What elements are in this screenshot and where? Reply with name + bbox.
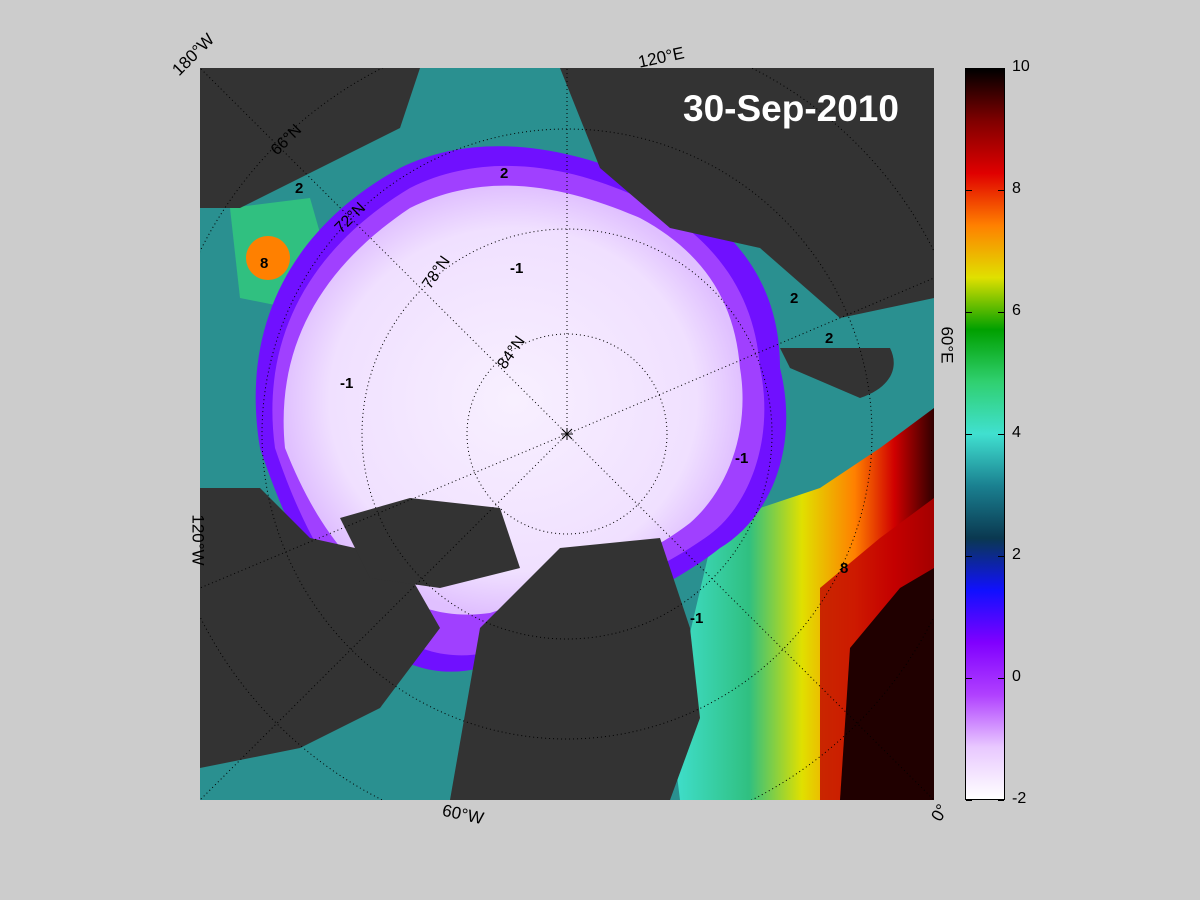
colorbar-tick: [966, 434, 972, 435]
contour-label: 2: [825, 330, 833, 347]
contour-label: -1: [340, 375, 353, 392]
colorbar-tick-label: 6: [1012, 302, 1021, 319]
colorbar-tick-label: -2: [1012, 790, 1027, 807]
colorbar-tick-label: 10: [1012, 58, 1030, 75]
contour-label: 2: [500, 165, 508, 182]
greenland-land: [450, 538, 700, 800]
contour-label: -1: [690, 610, 703, 627]
contour-labels: 2 2 2 2 -1 -1 -1 -1 8 8: [260, 165, 848, 627]
colorbar-tick-label: 0: [1012, 668, 1021, 685]
colorbar-tick-label: 2: [1012, 546, 1021, 563]
contour-label: 8: [260, 255, 268, 272]
colorbar-tick: [998, 68, 1004, 69]
map-svg: 66°N 72°N 78°N 84°N 2 2 2 2 -1 -1 -1 -1 …: [200, 68, 934, 800]
hottest-region: [840, 568, 934, 800]
colorbar-tick: [998, 678, 1004, 679]
alaska-land: [200, 68, 420, 208]
contour-label: 2: [790, 290, 798, 307]
lon-label-60e: 60°E: [937, 326, 957, 364]
north-pole-marker: [561, 428, 573, 440]
contour-label: -1: [510, 260, 523, 277]
colorbar-tick: [998, 312, 1004, 313]
longitude-grid: [200, 68, 934, 800]
colorbar-tick: [966, 678, 972, 679]
contour-label: 2: [295, 180, 303, 197]
pacific-hot-spot: [246, 236, 290, 280]
contour-label: 8: [840, 560, 848, 577]
siberia-land: [560, 68, 934, 318]
archipelago-land: [340, 498, 520, 588]
colorbar-tick: [966, 190, 972, 191]
colorbar-tick: [966, 556, 972, 557]
colorbar-tick-label: 8: [1012, 180, 1021, 197]
date-label: 30-Sep-2010: [683, 88, 899, 129]
sst-map: 66°N 72°N 78°N 84°N 2 2 2 2 -1 -1 -1 -1 …: [200, 68, 934, 800]
novaya-zemlya-land: [780, 348, 894, 398]
colorbar-tick: [966, 312, 972, 313]
colorbar-tick: [998, 800, 1004, 801]
colorbar-tick: [998, 434, 1004, 435]
contour-label: -1: [735, 450, 748, 467]
colorbar-tick: [998, 556, 1004, 557]
lon-label-120w: 120°W: [188, 514, 208, 566]
colorbar-tick: [998, 190, 1004, 191]
colorbar-tick-label: 4: [1012, 424, 1021, 441]
lon-label-0: 0°: [927, 800, 952, 825]
lon-label-60w: 60°W: [440, 800, 486, 829]
colorbar-tick: [966, 800, 972, 801]
colorbar-tick: [966, 68, 972, 69]
